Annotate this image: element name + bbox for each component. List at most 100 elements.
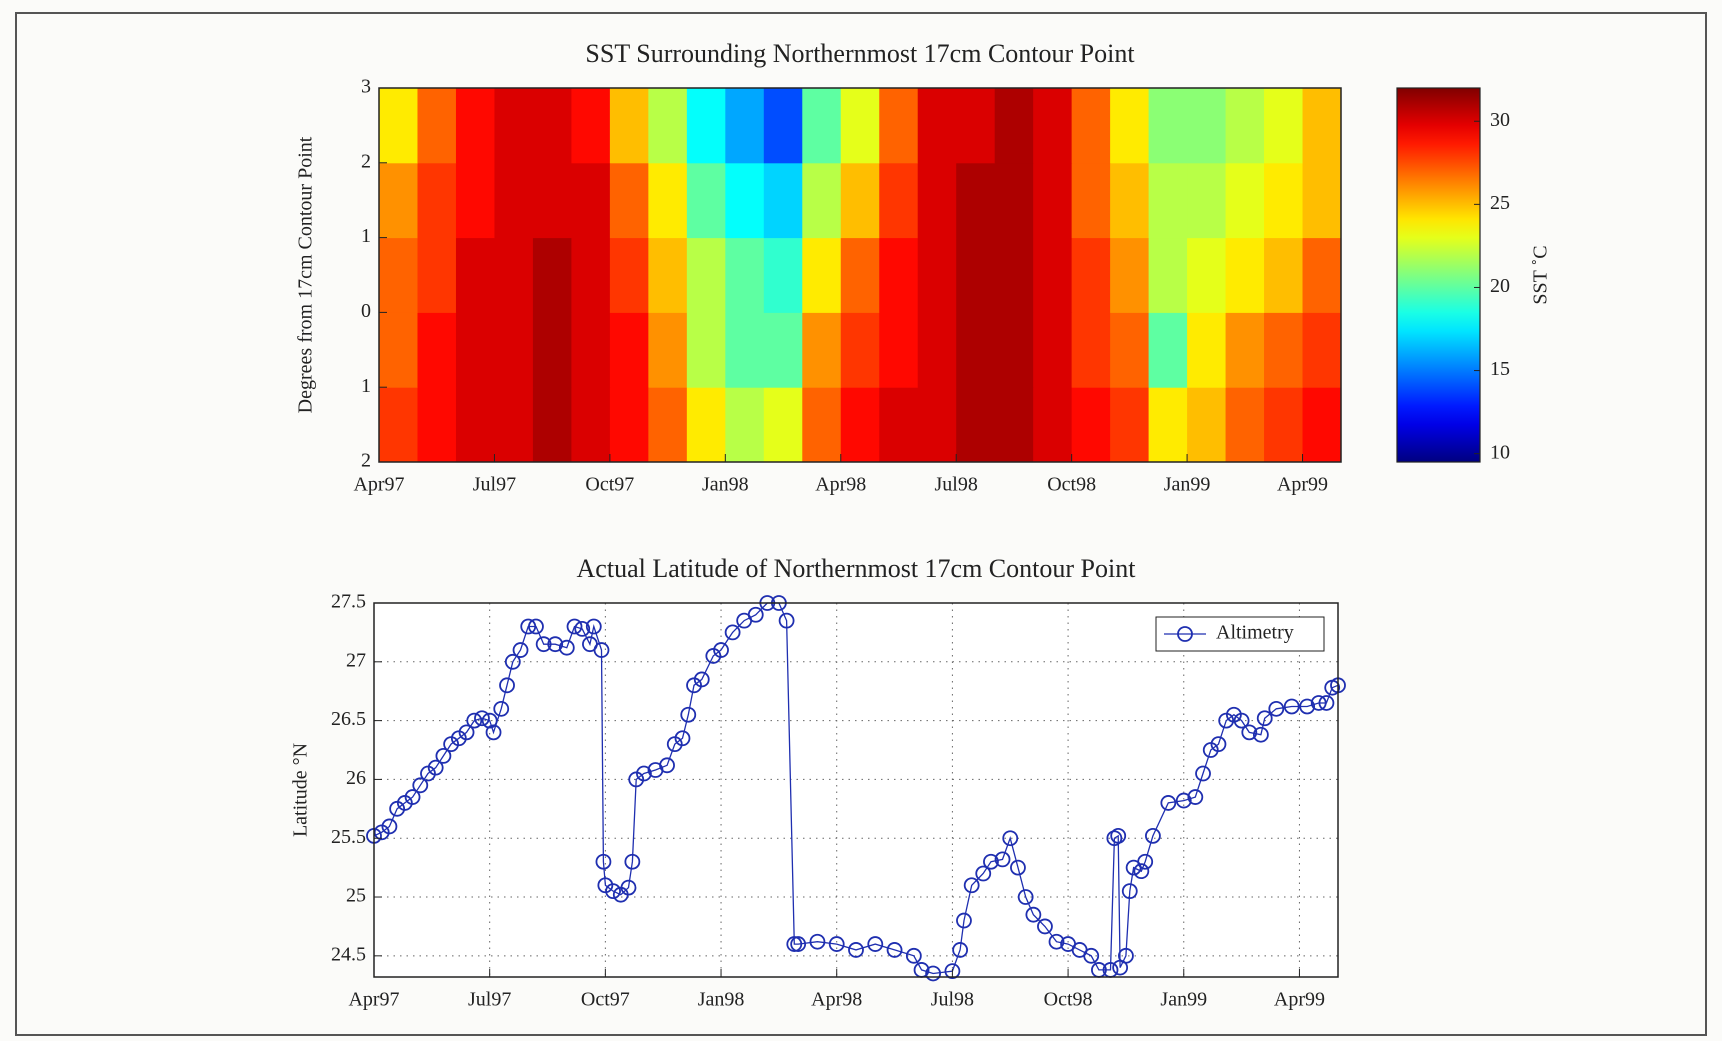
heatmap-cell [956,387,996,463]
data-point [809,933,826,950]
y-tick-label: 1 [361,225,371,247]
heatmap-cell [417,162,457,239]
x-tick-label: Apr97 [348,989,399,1011]
data-point [1017,889,1034,905]
heatmap-cell [1264,387,1304,463]
heatmap-cell [494,387,534,463]
heatmap-cell [1225,312,1265,388]
heatmap-cell [571,312,611,388]
data-point [713,642,729,658]
heatmap-cell [609,237,649,313]
data-point [1025,906,1042,923]
heatmap-cell [379,312,418,388]
data-point [1160,795,1177,811]
data-point [474,710,490,727]
data-point [1137,853,1154,870]
heatmap-cell [455,162,495,239]
heatmap-cell [994,237,1034,313]
data-point [499,677,515,694]
data-point [466,712,483,729]
heatmap-cell [609,387,649,463]
data-point [1145,827,1161,844]
heatmap-cell [1071,162,1111,239]
heatmap-cell [648,387,688,463]
data-point [1299,698,1316,715]
heatmap-cell [1148,162,1188,239]
heatmap-cell [1187,237,1227,313]
data-point [680,706,697,723]
data-point [412,777,429,794]
chart-title: Actual Latitude of Northernmost 17cm Con… [577,554,1137,583]
y-tick-label: 1 [361,375,371,397]
data-point [1252,726,1269,743]
x-tick-label: Apr98 [811,989,862,1011]
data-point [1283,698,1300,715]
data-point [620,879,637,896]
legend-marker [1177,626,1193,642]
heatmap-cell [763,88,803,164]
heatmap-cell [917,387,957,463]
heatmap-cell [1033,312,1073,388]
heatmap-cell [686,387,726,463]
data-point [404,789,421,805]
data-point [983,853,999,870]
heatmap-cell [1110,387,1150,463]
heatmap-cell [494,312,534,388]
heatmap-cell [1225,237,1265,313]
heatmap-cell [1033,88,1073,164]
heatmap-cell [609,312,649,388]
x-tick-label: Apr99 [1274,989,1325,1011]
data-point [1268,700,1285,717]
heatmap-cell [1302,88,1342,164]
heatmap-cell [417,237,457,313]
data-point [1133,863,1150,880]
heatmap-cell [686,162,726,239]
colorbar-tick-label: 25 [1490,192,1510,214]
x-tick-label: Jul97 [473,474,516,496]
data-point [1110,827,1127,844]
heatmap-cell [571,162,611,239]
heatmap-cell [840,162,880,239]
data-point [1083,947,1100,964]
data-point [956,912,972,929]
data-point [381,818,398,835]
heatmap-cell [1187,88,1227,164]
heatmap-cell [1264,88,1304,164]
heatmap-cell [532,162,572,239]
heatmap-cell [379,162,418,239]
x-tick-label: Oct98 [1044,989,1093,1011]
x-tick-label: Jan98 [702,474,749,496]
data-point [585,618,602,635]
heatmap-cell [1071,387,1111,463]
data-point [674,730,691,747]
series-line [373,602,1339,975]
heatmap-cell [879,162,919,239]
heatmap-cell [686,88,726,164]
data-point [624,853,641,870]
colorbar-label: SST ˚C [1530,245,1552,304]
heatmap-cell [956,312,996,388]
heatmap-cell [648,88,688,164]
heatmap-cell [1110,312,1150,388]
heatmap-cell [417,312,457,388]
data-point [1121,883,1138,900]
data-point [1187,789,1204,805]
data-point [975,865,992,882]
x-tick-label: Jan99 [1160,989,1207,1011]
data-point [828,936,845,952]
heatmap-cell [763,387,803,463]
data-point [963,877,980,894]
heatmap-cell [1033,387,1073,463]
heatmap-cell [1264,162,1304,239]
data-point [512,642,529,658]
heatmap-cell [1302,312,1342,388]
colorbar [1396,87,1481,463]
heatmap-cell [494,88,534,164]
heatmap-cell [917,88,957,164]
heatmap-cell [802,88,842,164]
data-point [925,965,942,982]
y-axis-label: Degrees from 17cm Contour Point [295,136,317,413]
y-tick-label: 27 [346,649,366,671]
data-point [427,759,444,776]
heatmap-cell [725,88,765,164]
